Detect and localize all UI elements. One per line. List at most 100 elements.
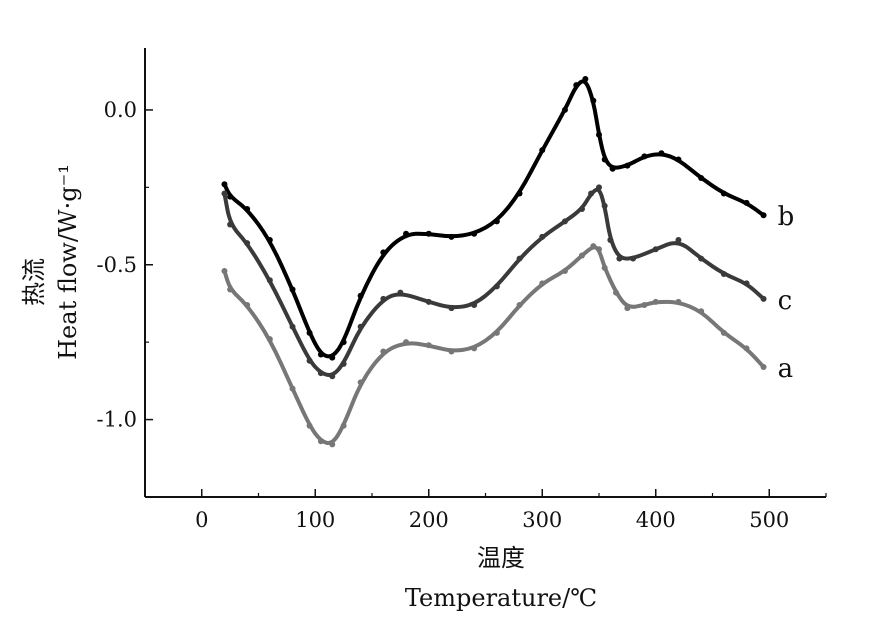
series-b-point [658,150,665,157]
y-tick-label: 0.0 [104,98,137,122]
series-b-point [244,206,251,213]
series-b-point [582,75,589,82]
series-b-point [448,233,455,240]
series-a-point [340,422,347,429]
series-b-point [573,82,580,89]
series-a-point [317,438,324,445]
x-axis-title-en: Temperature/℃ [405,584,597,612]
x-axis-title-cn: 温度 [477,544,525,572]
series-b-point [329,354,336,361]
series-b-point [289,286,296,293]
series-c-point [601,202,608,209]
series-c-point [588,190,595,197]
series-a-point [601,264,608,271]
series-a-point [244,302,251,309]
y-tick-label: -0.5 [97,253,138,277]
series-b-point [743,199,750,206]
series-a-point [493,329,500,336]
x-tick-label: 300 [522,508,562,532]
series-a-point [641,302,648,309]
series-c-point [596,184,602,191]
series-labels: b c a [778,202,795,384]
series-a-point [561,267,568,274]
series-b-point [221,181,228,188]
y-ticks: 0.0 -0.5 -1.0 [97,98,153,432]
y-tick-label: -1.0 [97,408,138,432]
series-b-point [227,193,234,200]
series-a-point [760,363,767,370]
series-b-point [516,190,523,197]
series-c-point [397,289,404,296]
series-a-point [329,441,336,448]
series-b-point [539,147,546,154]
x-tick-label: 500 [749,508,789,532]
series-c-point [493,283,500,290]
series-c-point [607,236,614,243]
series-b-point [561,106,568,113]
series-b-point [493,218,500,225]
series-b-point [471,230,478,237]
x-tick-label: 400 [636,508,676,532]
series-b-point [306,329,313,336]
series-a-point [289,385,296,392]
series-a-point [720,329,727,336]
series-b-point [698,175,705,182]
y-axis-title-cn: 热流 [20,258,48,306]
series-label-c: c [778,286,793,316]
series-c-point [306,357,313,364]
series-b-point [317,351,324,358]
series-c-point [329,373,336,380]
series-a-point [516,302,523,309]
series-a [221,243,767,448]
series-c-point [425,298,432,305]
series-c-point [244,240,251,247]
series-c-point [561,218,568,225]
series-a-point [698,308,705,315]
series-c-point [675,236,682,243]
series-b-line [222,79,766,359]
x-ticks: 0 100 200 300 400 500 [144,489,827,532]
series-b-point [590,97,597,104]
x-tick-label: 100 [295,508,335,532]
series-b-point [720,190,727,197]
series-a-point [425,342,432,349]
series-b-point [425,230,432,237]
series-c-point [317,370,324,377]
series-c-point [630,255,637,262]
series-a-point [590,243,597,250]
y-axis-title-en: Heat flow/W·g⁻¹ [54,164,82,360]
series-c-point [616,255,623,262]
series-b-point [357,292,364,299]
series-a-point [596,246,602,253]
series-a-point [357,379,364,386]
series-c-point [380,295,387,302]
series-b-point [675,156,682,163]
series-layer [221,75,767,448]
axes: 0 100 200 300 400 500 0.0 -0.5 -1.0 [97,48,827,532]
series-a-point [613,289,620,296]
series-c-point [720,271,727,278]
series-c-point [227,221,234,228]
series-b-point [760,212,767,219]
series-b [221,75,767,361]
y-axis-title-cn-group: 热流 [20,258,48,306]
series-c-point [266,277,273,284]
series-a-point [652,298,659,305]
series-c-point [471,302,478,309]
series-b-point [596,131,602,138]
series-a-point [266,336,273,343]
series-b-point [601,156,608,163]
series-b-point [624,162,631,169]
series-c-point [743,280,750,287]
series-label-a: a [778,354,794,384]
series-c-point [516,255,523,262]
series-a-point [380,348,387,355]
series-c-point [652,246,659,253]
series-a-point [539,280,546,287]
series-a-point [624,305,631,312]
series-a-line [222,245,766,446]
series-c-point [357,323,364,330]
series-c-point [289,323,296,330]
series-a-point [448,348,455,355]
